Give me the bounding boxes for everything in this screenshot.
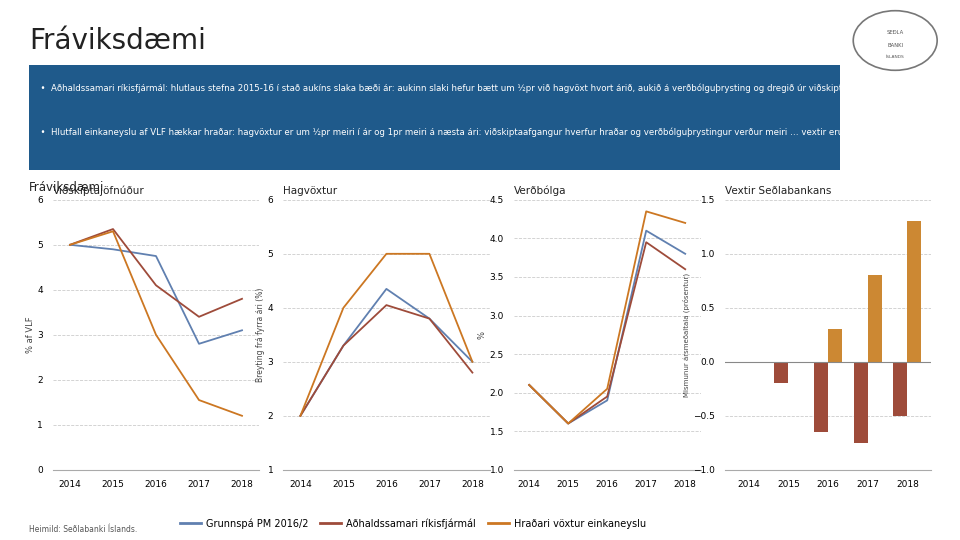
Text: Verðbólga: Verðbólga xyxy=(514,186,566,196)
Text: •  Hlutfall einkaneyslu af VLF hækkar hraðar: hagvöxtur er um ½pr meiri í ár og : • Hlutfall einkaneyslu af VLF hækkar hra… xyxy=(36,128,960,138)
Text: Fráviksdæmi: Fráviksdæmi xyxy=(29,27,205,55)
Y-axis label: Mismunur ársmeðaltala (prósentur): Mismunur ársmeðaltala (prósentur) xyxy=(683,273,690,397)
Bar xyxy=(828,329,842,362)
Text: Viðskiptajöfnúður: Viðskiptajöfnúður xyxy=(53,186,145,196)
Text: Vextir Seðlabankans: Vextir Seðlabankans xyxy=(725,186,831,196)
Text: Heimild: Seðlabanki Íslands.: Heimild: Seðlabanki Íslands. xyxy=(29,524,137,534)
Bar xyxy=(907,221,922,362)
Text: SEÐLA: SEÐLA xyxy=(887,30,903,35)
Text: Hagvöxtur: Hagvöxtur xyxy=(283,186,337,196)
Legend: Grunnspá PM 2016/2, Aðhaldssamari ríkisfjármál, Hraðari vöxtur einkaneyslu: Grunnspá PM 2016/2, Aðhaldssamari ríkisf… xyxy=(176,514,650,532)
Y-axis label: % af VLF: % af VLF xyxy=(26,316,35,353)
Y-axis label: %: % xyxy=(478,331,487,339)
Y-axis label: Breyting frá fyrra ári (%): Breyting frá fyrra ári (%) xyxy=(256,288,265,382)
Text: Fráviksdæmi: Fráviksdæmi xyxy=(29,181,105,194)
Bar xyxy=(894,362,907,416)
Text: BANKI: BANKI xyxy=(887,43,903,48)
Bar xyxy=(853,362,868,443)
Bar xyxy=(814,362,828,432)
Text: ÍSLANDS: ÍSLANDS xyxy=(886,55,904,59)
Text: •  Aðhaldssamari ríkisfjármál: hlutlaus stefna 2015-16 í stað aukíns slaka bæði : • Aðhaldssamari ríkisfjármál: hlutlaus s… xyxy=(36,84,960,93)
FancyBboxPatch shape xyxy=(29,65,840,170)
Bar xyxy=(868,275,881,362)
Bar xyxy=(775,362,788,383)
